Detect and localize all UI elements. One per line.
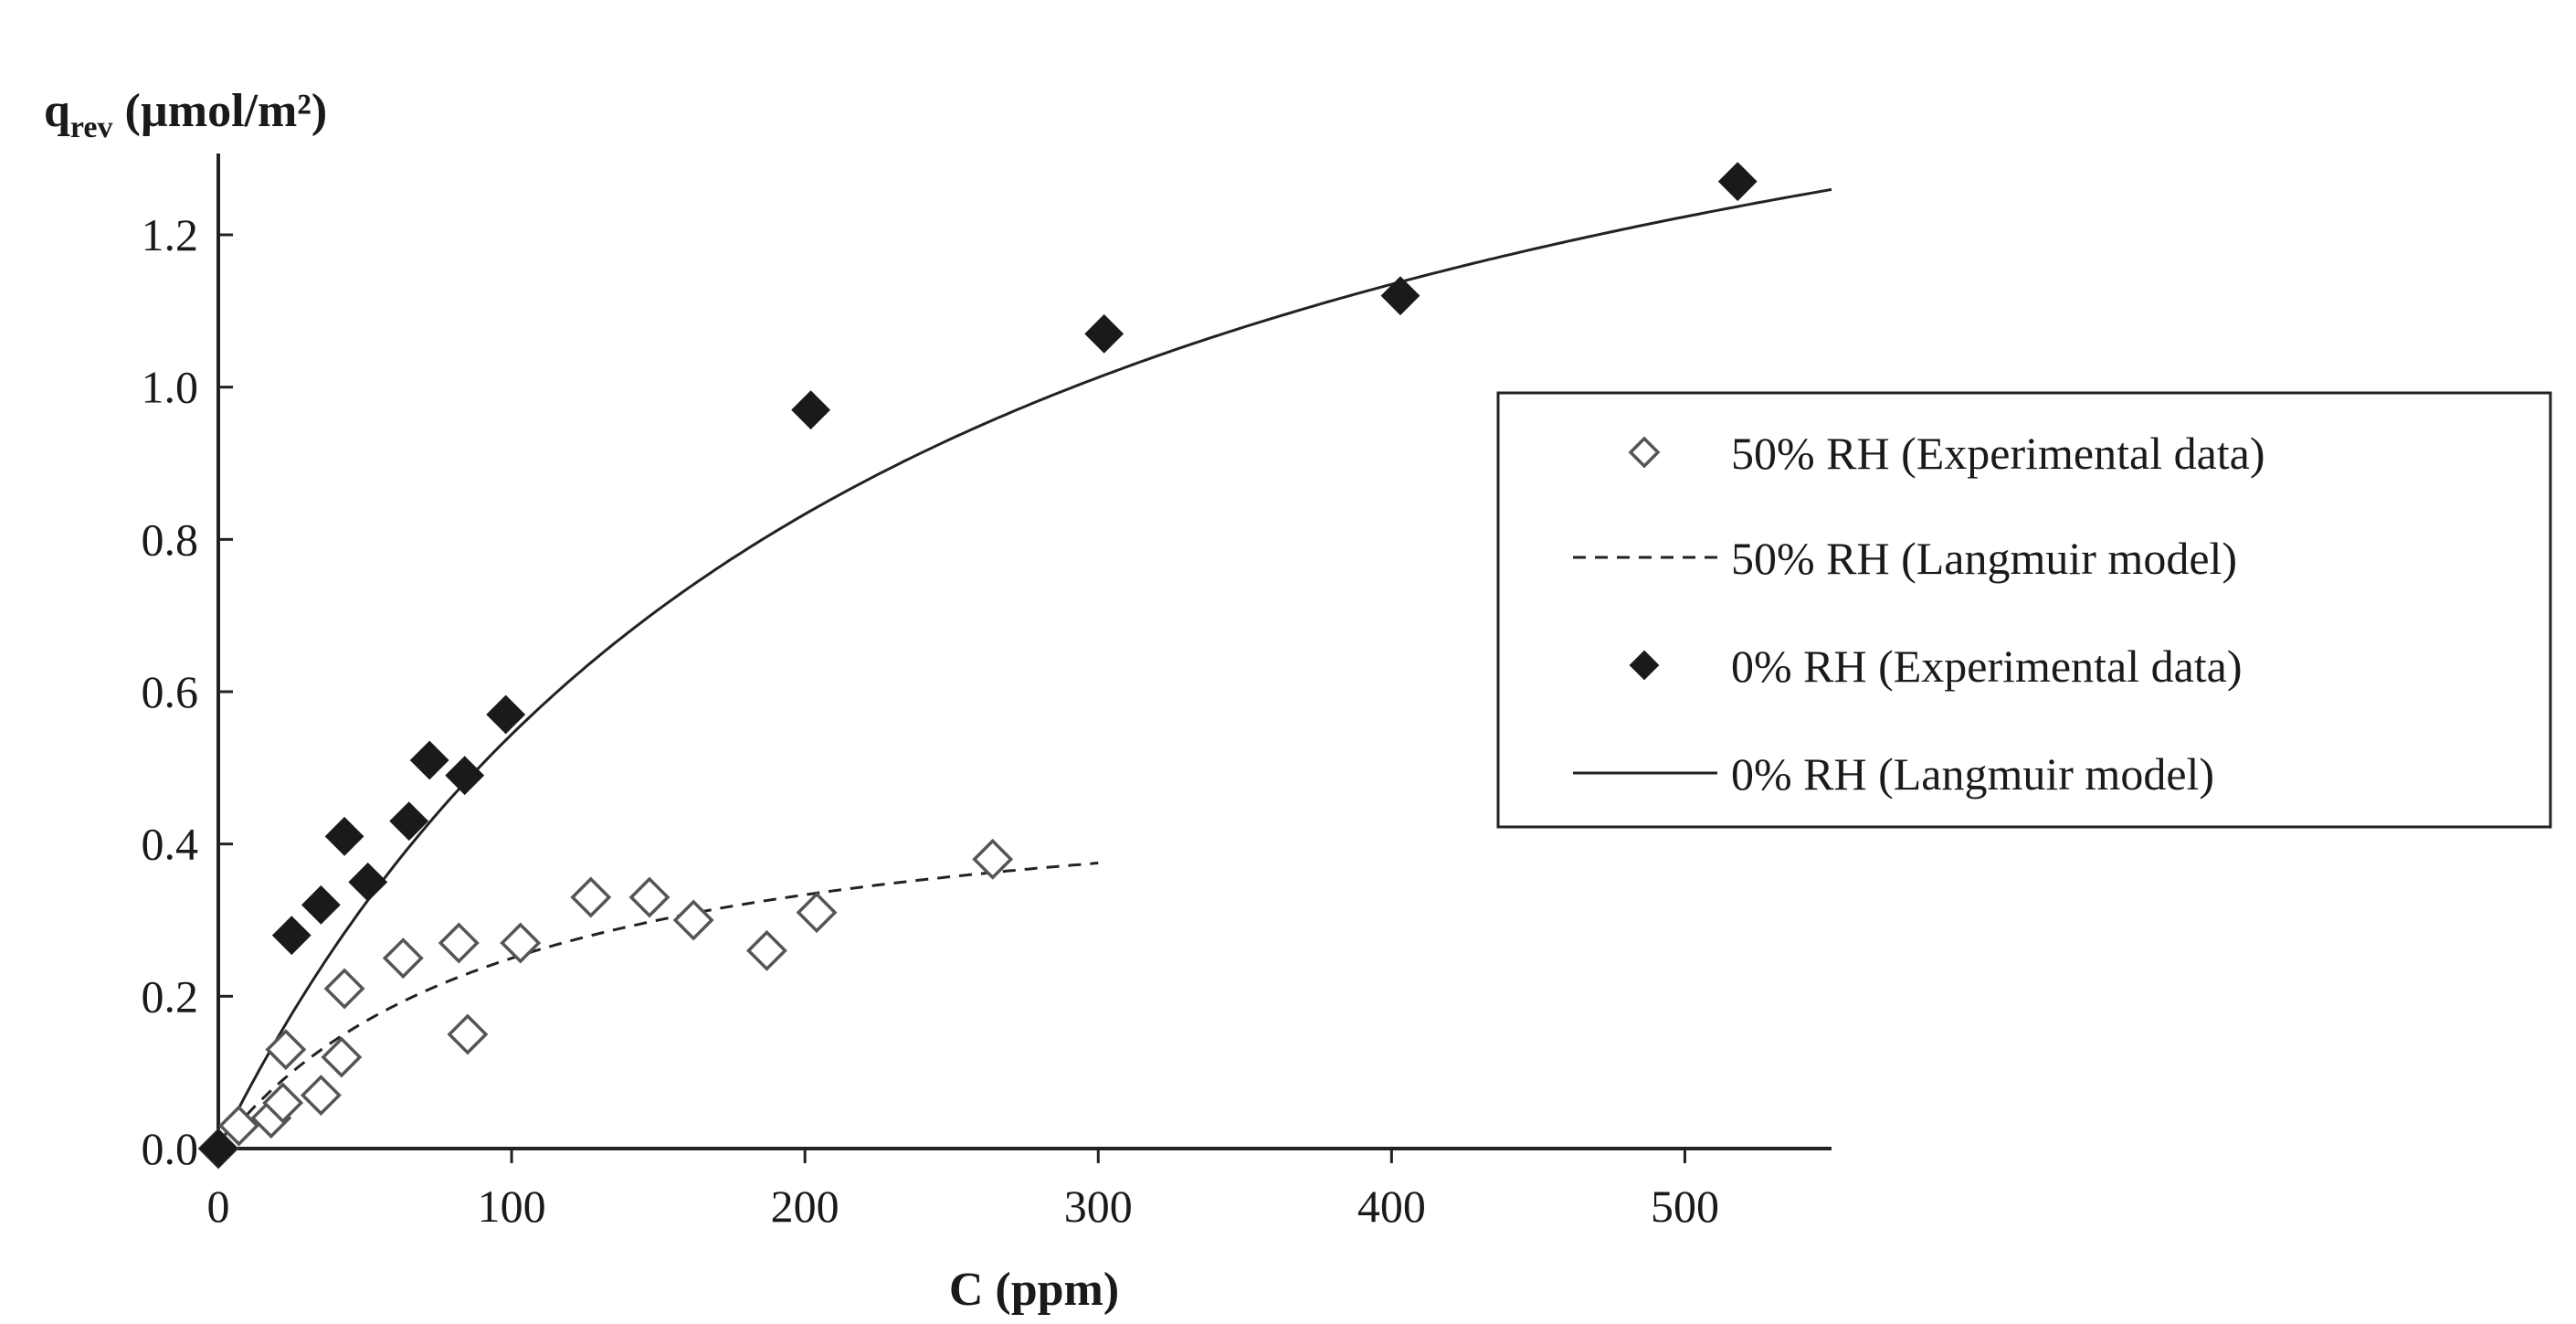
y-axis-title-main: q [44, 85, 70, 137]
y-tick-label-4: 0.8 [142, 514, 199, 565]
point-50rh-13 [628, 876, 670, 918]
point-50rh-11 [500, 922, 542, 964]
x-tick-label-5: 500 [1651, 1181, 1719, 1232]
point-50rh-12 [570, 876, 612, 918]
point-50rh-4 [265, 1029, 307, 1071]
point-0rh-11 [1380, 276, 1420, 316]
x-tick-label-2: 200 [771, 1181, 839, 1232]
x-tick-label-0: 0 [207, 1181, 230, 1232]
point-0rh-8 [486, 694, 526, 735]
point-0rh-4 [348, 862, 388, 902]
point-50rh-17 [972, 838, 1014, 880]
y-ticks: 0.0 0.2 0.4 0.6 0.8 1.0 1.2 [142, 209, 233, 1174]
y-axis-title-sub: rev [70, 111, 113, 144]
x-ticks: 0 100 200 300 400 500 [207, 1149, 1719, 1232]
point-50rh-5 [300, 1075, 342, 1117]
model-curves [216, 187, 1832, 1149]
point-0rh-12 [1717, 162, 1758, 202]
point-0rh-7 [445, 756, 485, 796]
legend-symbol-0 [1628, 436, 1661, 469]
point-0rh-2 [301, 884, 341, 925]
data-markers [197, 162, 1758, 1170]
curve-0rh-langmuir [216, 187, 1832, 1149]
point-0rh-6 [409, 740, 449, 780]
x-tick-label-3: 300 [1064, 1181, 1133, 1232]
point-50rh-9 [438, 922, 480, 964]
legend-symbol-2 [1629, 650, 1660, 681]
legend-box [1496, 391, 2552, 829]
point-0rh-3 [324, 816, 364, 856]
legend-label-1: 50% RH (Langmuir model) [1731, 533, 2237, 584]
point-50rh-6 [321, 1036, 363, 1078]
x-tick-label-1: 100 [478, 1181, 546, 1232]
x-tick-label-4: 400 [1357, 1181, 1426, 1232]
point-0rh-10 [1084, 313, 1124, 354]
legend-label-3: 0% RH (Langmuir model) [1731, 748, 2214, 800]
point-50rh-14 [672, 899, 714, 941]
y-tick-label-2: 0.4 [142, 819, 199, 870]
legend: 50% RH (Experimental data) 50% RH (Langmu… [1496, 391, 2552, 829]
point-50rh-3 [262, 1082, 304, 1124]
point-0rh-9 [791, 390, 831, 430]
point-50rh-1 [218, 1105, 259, 1147]
point-50rh-10 [447, 1013, 489, 1055]
point-0rh-5 [389, 801, 429, 842]
curve-50rh-langmuir [216, 862, 1099, 1149]
axes [216, 154, 1832, 1150]
x-axis-title: C (ppm) [949, 1264, 1119, 1316]
point-0rh-0 [198, 1128, 238, 1169]
legend-label-0: 50% RH (Experimental data) [1731, 428, 2265, 479]
y-tick-label-3: 0.6 [142, 666, 199, 717]
y-tick-label-0: 0.0 [142, 1123, 199, 1174]
y-tick-label-5: 1.0 [142, 362, 199, 413]
y-axis-title: qrev (µmol/m²) [44, 85, 327, 144]
y-tick-label-6: 1.2 [142, 209, 199, 260]
point-50rh-16 [796, 892, 838, 934]
legend-label-2: 0% RH (Experimental data) [1731, 641, 2243, 692]
y-axis-title-rest: (µmol/m²) [113, 85, 328, 137]
point-50rh-8 [382, 937, 424, 980]
point-0rh-1 [271, 916, 311, 956]
point-50rh-7 [323, 968, 365, 1010]
point-50rh-15 [745, 929, 787, 971]
y-tick-label-1: 0.2 [142, 970, 199, 1022]
